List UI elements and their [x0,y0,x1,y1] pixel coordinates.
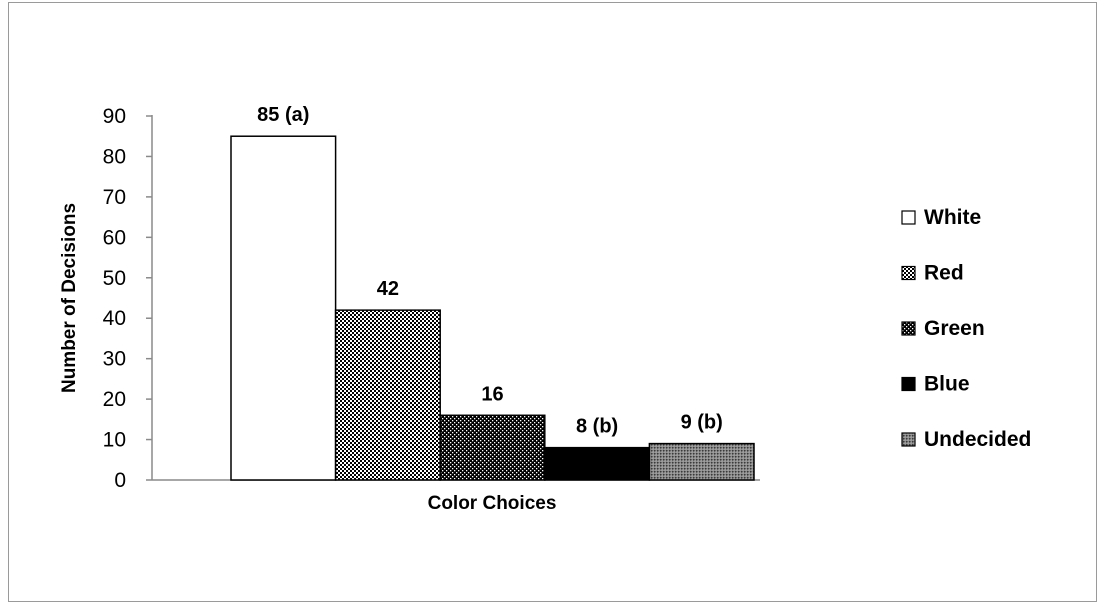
y-tick-label: 80 [103,145,126,168]
legend-swatch-green [901,321,916,336]
y-tick-label: 50 [103,267,126,290]
y-axis-title: Number of Decisions [59,203,80,393]
x-axis-title: Color Choices [428,493,557,514]
legend-swatch-undecided [901,432,916,447]
legend-swatch-red [901,265,916,281]
data-label-red: 42 [377,278,399,300]
bar-chart: 0 10 20 30 40 50 60 70 80 90 85 (a) 42 16 8 (b) 9 (b)… [59,104,1031,514]
bar-blue [544,446,651,481]
y-tick-label: 60 [103,226,126,249]
legend-label-green: Green [924,317,985,340]
legend-swatch-white [901,210,916,225]
legend-label-red: Red [924,262,964,285]
legend-label-undecided: Undecided [924,428,1031,451]
legend: White Red Green Blue Undecided [901,206,1031,451]
data-label-green: 16 [481,383,503,405]
data-label-white: 85 (a) [257,104,309,126]
legend-swatch-blue [901,376,916,392]
bar-undecided [648,442,755,481]
y-tick-label: 40 [103,307,126,330]
y-tick-label: 0 [114,469,126,492]
data-label-undecided: 9 (b) [681,412,723,434]
y-tick-label: 20 [103,388,126,411]
y-tick-label: 70 [103,186,126,209]
data-label-blue: 8 (b) [576,416,618,438]
y-tick-label: 30 [103,348,126,371]
bar-red [334,309,441,481]
y-tick-label: 10 [103,429,126,452]
bar-white [230,135,337,481]
legend-label-white: White [924,206,981,229]
y-tick-label: 90 [103,105,126,128]
chart-frame [8,2,1097,602]
bar-green [439,414,546,481]
legend-label-blue: Blue [924,373,970,396]
